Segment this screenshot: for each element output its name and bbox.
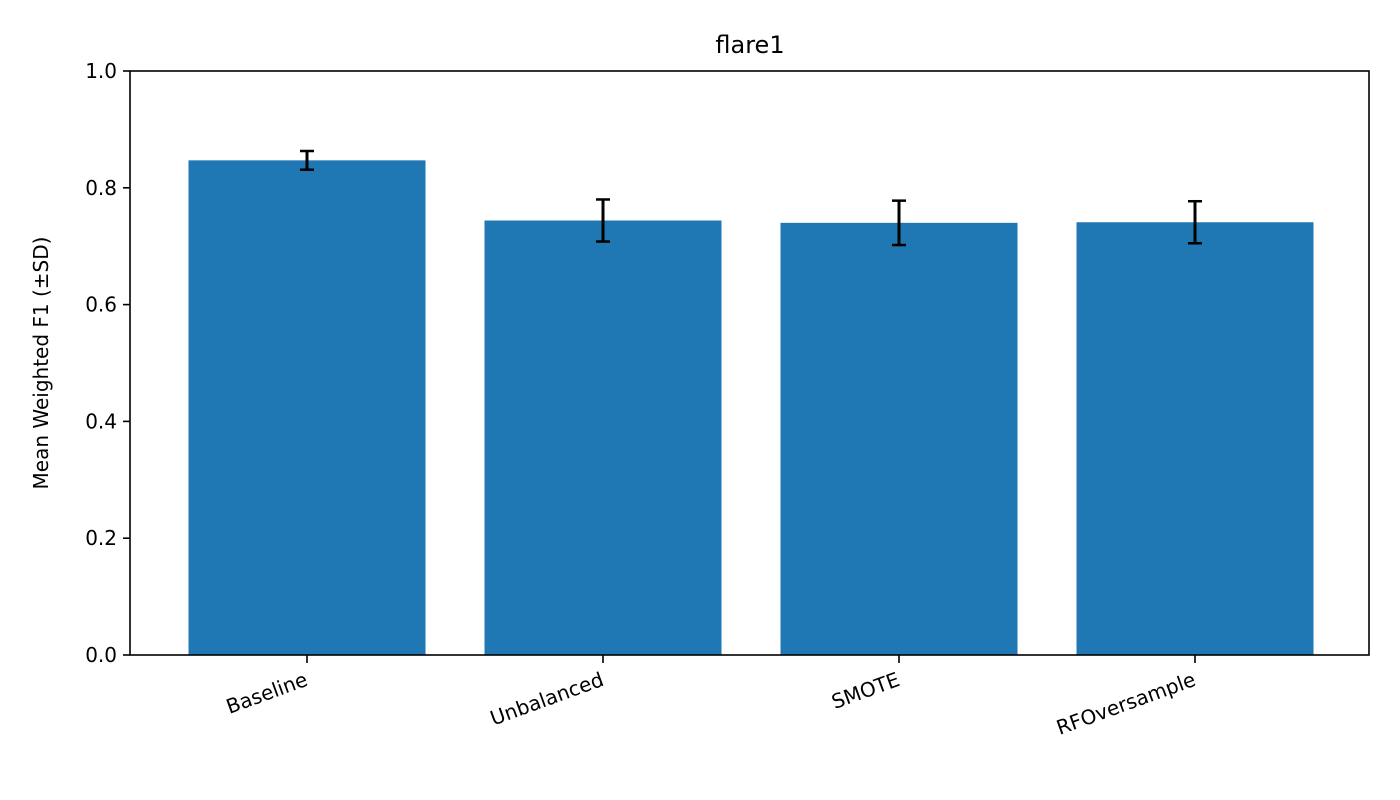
chart-title: flare1 (715, 31, 784, 59)
bar-rfoversample (1076, 222, 1314, 656)
y-tick-label: 0.0 (85, 643, 117, 667)
bar-baseline (188, 160, 426, 656)
y-tick-label: 0.2 (85, 526, 117, 550)
error-bar-unbalanced (596, 198, 610, 243)
y-tick-label: 0.6 (85, 293, 117, 317)
y-axis-title: Mean Weighted F1 (±SD) (29, 237, 53, 490)
x-axis: Baseline Unbalanced SMOTE RFOversample (223, 655, 1199, 740)
x-tick-label-baseline: Baseline (223, 667, 311, 719)
y-tick-label: 1.0 (85, 59, 117, 83)
y-tick-label: 0.4 (85, 409, 117, 433)
bar-smote (780, 222, 1018, 655)
error-bars-group (300, 149, 1202, 247)
error-bar-rfoversample (1188, 199, 1202, 245)
y-axis: 0.0 0.2 0.4 0.6 0.8 1.0 (85, 59, 130, 667)
y-tick-label: 0.8 (85, 176, 117, 200)
bars-group (188, 160, 1314, 656)
plot-frame (129, 70, 1370, 656)
bar-unbalanced (484, 220, 722, 655)
x-tick-label-rfoversample: RFOversample (1053, 667, 1199, 740)
x-tick-label-unbalanced: Unbalanced (487, 667, 607, 730)
x-tick-label-smote: SMOTE (828, 667, 903, 714)
error-bar-smote (892, 199, 906, 247)
error-bar-baseline (300, 149, 314, 171)
